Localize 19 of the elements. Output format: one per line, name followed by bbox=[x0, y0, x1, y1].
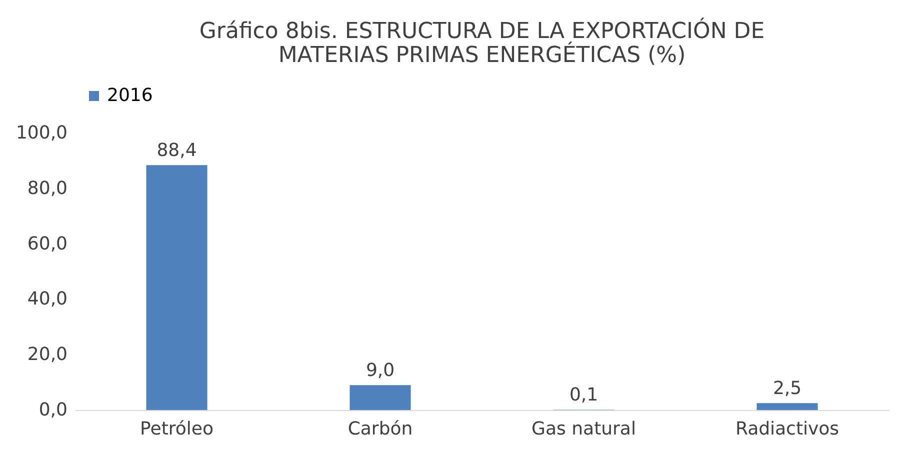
bar bbox=[756, 403, 818, 410]
x-tick-label: Carbón bbox=[348, 418, 413, 440]
data-label: 9,0 bbox=[366, 360, 395, 382]
y-tick-label: 100,0 bbox=[16, 122, 68, 144]
data-label: 0,1 bbox=[569, 384, 598, 406]
legend-label: 2016 bbox=[107, 85, 153, 106]
chart-title: Gráfico 8bis. ESTRUCTURA DE LA EXPORTACIÓN DE MATERIAS PRIMAS ENERGÉTICAS (%) bbox=[199, 17, 765, 68]
y-tick-label: 40,0 bbox=[27, 288, 68, 310]
bar bbox=[146, 165, 208, 410]
x-tick-label: Petróleo bbox=[140, 418, 214, 440]
data-label: 88,4 bbox=[156, 140, 197, 162]
x-tick-label: Gas natural bbox=[532, 418, 636, 440]
y-tick-label: 20,0 bbox=[27, 344, 68, 366]
x-tick-label: Radiactivos bbox=[735, 418, 840, 440]
y-tick-label: 0,0 bbox=[38, 400, 68, 420]
bar bbox=[350, 385, 411, 410]
y-tick-label: 80,0 bbox=[27, 178, 68, 199]
y-tick-label: 60,0 bbox=[27, 233, 68, 254]
data-label: 2,5 bbox=[772, 378, 802, 400]
